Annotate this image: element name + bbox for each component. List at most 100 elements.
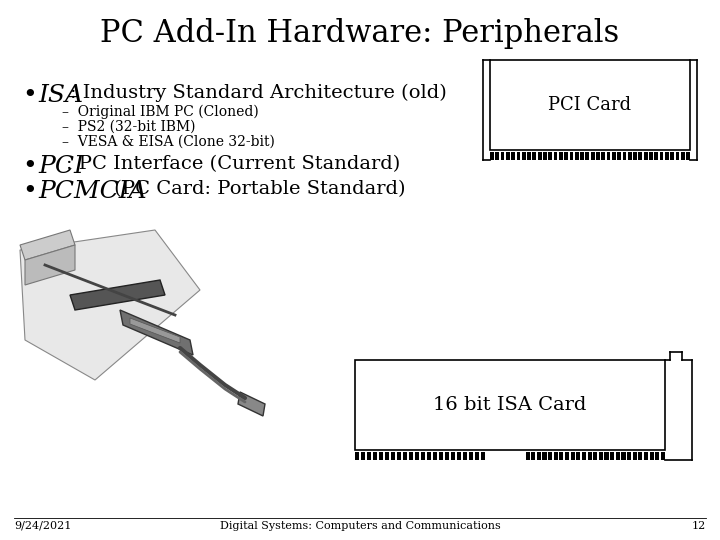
Bar	[554, 452, 558, 460]
Bar	[607, 152, 611, 160]
Bar	[397, 452, 401, 460]
Bar	[379, 452, 384, 460]
Text: 16 bit ISA Card: 16 bit ISA Card	[433, 396, 587, 414]
Bar	[596, 152, 600, 160]
Bar	[433, 452, 437, 460]
Bar	[593, 452, 598, 460]
Bar	[516, 152, 521, 160]
Bar	[599, 452, 603, 460]
Bar	[526, 452, 530, 460]
Bar	[686, 152, 690, 160]
Bar	[605, 452, 608, 460]
Bar	[675, 152, 680, 160]
Bar	[627, 452, 631, 460]
Text: –  VESA & EISA (Clone 32-bit): – VESA & EISA (Clone 32-bit)	[62, 135, 275, 149]
Text: Digital Systems: Computers and Communications: Digital Systems: Computers and Communica…	[220, 521, 500, 531]
Bar	[445, 452, 449, 460]
Bar	[617, 152, 621, 160]
Polygon shape	[20, 230, 200, 380]
Bar	[649, 152, 653, 160]
Bar	[373, 452, 377, 460]
Bar	[531, 452, 535, 460]
Text: PCI: PCI	[38, 155, 84, 178]
Bar	[532, 152, 536, 160]
Bar	[616, 452, 620, 460]
Text: PC Add-In Hardware: Peripherals: PC Add-In Hardware: Peripherals	[100, 18, 620, 49]
Bar	[644, 452, 648, 460]
Bar	[385, 452, 390, 460]
Bar	[506, 152, 510, 160]
Bar	[580, 152, 584, 160]
Bar	[543, 152, 546, 160]
Text: PCMCIA: PCMCIA	[38, 180, 147, 203]
Bar	[456, 452, 462, 460]
Bar	[610, 452, 614, 460]
Bar	[367, 452, 372, 460]
Bar	[391, 452, 395, 460]
Bar	[500, 152, 505, 160]
Bar	[585, 152, 589, 160]
Bar	[571, 452, 575, 460]
Bar	[495, 152, 499, 160]
Bar	[451, 452, 455, 460]
Bar	[548, 452, 552, 460]
Bar	[559, 152, 563, 160]
Text: 12: 12	[692, 521, 706, 531]
Bar	[644, 152, 647, 160]
Polygon shape	[130, 318, 180, 343]
Bar	[415, 452, 419, 460]
Bar	[559, 452, 564, 460]
Polygon shape	[120, 310, 193, 355]
Bar	[576, 452, 580, 460]
Text: 9/24/2021: 9/24/2021	[14, 521, 71, 531]
Bar	[355, 360, 665, 450]
Bar	[623, 152, 626, 160]
Bar	[427, 452, 431, 460]
Bar	[538, 152, 541, 160]
Bar	[639, 452, 642, 460]
Bar	[649, 452, 654, 460]
Bar	[564, 152, 568, 160]
Bar	[409, 452, 413, 460]
Bar	[601, 152, 605, 160]
Polygon shape	[25, 245, 75, 285]
Polygon shape	[70, 280, 165, 310]
Text: –  PS2 (32-bit IBM): – PS2 (32-bit IBM)	[62, 120, 196, 134]
Text: ISA: ISA	[38, 84, 83, 107]
Polygon shape	[20, 230, 75, 260]
Text: •: •	[22, 155, 37, 178]
Bar	[590, 152, 595, 160]
Text: •: •	[22, 180, 37, 203]
Bar	[681, 152, 685, 160]
Bar	[670, 152, 674, 160]
Bar	[403, 452, 408, 460]
Bar	[469, 452, 473, 460]
Bar	[628, 152, 631, 160]
Text: : Industry Standard Architecture (old): : Industry Standard Architecture (old)	[70, 84, 446, 102]
Bar	[660, 152, 664, 160]
Bar	[481, 452, 485, 460]
Bar	[490, 60, 690, 150]
Bar	[421, 452, 426, 460]
Bar	[665, 152, 669, 160]
Bar	[661, 452, 665, 460]
Bar	[633, 152, 637, 160]
Bar	[565, 452, 569, 460]
Bar	[582, 452, 586, 460]
Bar	[621, 452, 626, 460]
Bar	[654, 152, 658, 160]
Bar	[463, 452, 467, 460]
Bar	[361, 452, 366, 460]
Bar	[554, 152, 557, 160]
Bar	[655, 452, 660, 460]
Bar	[633, 452, 636, 460]
Bar	[549, 152, 552, 160]
Text: PCI Card: PCI Card	[549, 96, 631, 114]
Text: •: •	[22, 84, 37, 107]
Bar	[527, 152, 531, 160]
Bar	[511, 152, 515, 160]
Text: : PC Interface (Current Standard): : PC Interface (Current Standard)	[66, 155, 400, 173]
Bar	[542, 452, 546, 460]
Bar	[537, 452, 541, 460]
Bar	[570, 152, 573, 160]
